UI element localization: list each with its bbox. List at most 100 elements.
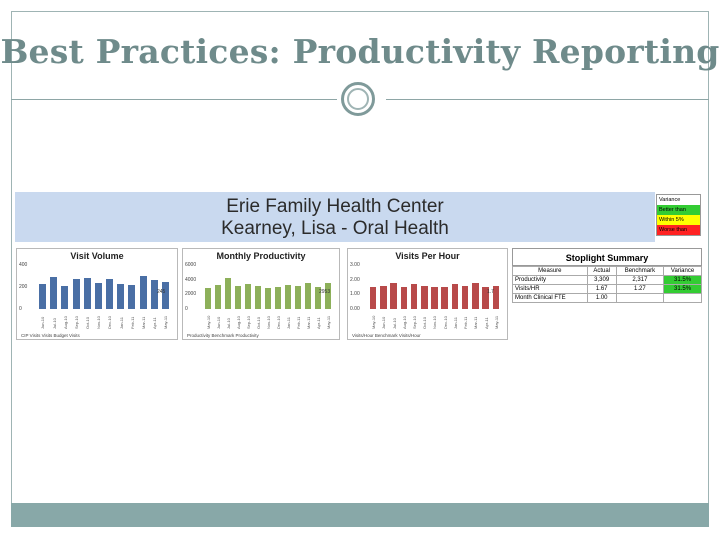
productivity-annotation: 2953 [319, 289, 331, 296]
visits-per-hour-xlabel: Mar-11 [473, 316, 479, 329]
legend-item: Variance [657, 195, 700, 205]
footer-band [11, 503, 709, 527]
visits-per-hour-bar [431, 287, 438, 309]
stoplight-row: Visits/HR 1.67 1.27 31.5% [512, 284, 702, 294]
dashboard-header: Erie Family Health Center Kearney, Lisa … [15, 192, 655, 242]
productivity-bar [294, 286, 302, 309]
productivity-xlabel: Feb-11 [296, 316, 301, 329]
stoplight-row: Productivity 3,309 2,317 31.5% [512, 275, 702, 285]
visit-volume-bar [117, 283, 125, 309]
visit-volume-bar [94, 282, 102, 309]
visit-volume-bar [139, 276, 147, 309]
provider-name: Kearney, Lisa - Oral Health [221, 218, 449, 239]
stoplight-cell: 1.67 [586, 284, 617, 294]
visits-per-hour-bar [410, 284, 418, 309]
visit-volume-xlabel: Jul-10 [51, 318, 57, 329]
stoplight-cell: 31.5% [663, 284, 702, 294]
legend-item: Within 5% [657, 215, 700, 225]
visits-per-hour-xlabel: May-11 [493, 315, 499, 329]
productivity-xlabel: Dec-10 [276, 316, 281, 329]
title-divider-right [386, 99, 709, 100]
clinic-name: Erie Family Health Center [226, 196, 444, 217]
visits-per-hour-xlabel: Jun-10 [381, 316, 387, 329]
visit-volume-bar [39, 283, 47, 309]
visits-per-hour-bar [441, 287, 448, 309]
visits-per-hour-bar [390, 282, 397, 309]
monthly-productivity-title: Monthly Productivity [216, 251, 306, 261]
visits-per-hour-xlabel: May-10 [371, 315, 377, 329]
productivity-xlabel: Jan-11 [286, 317, 291, 329]
productivity-xlabel: May-11 [326, 315, 331, 329]
visit-volume-bar [161, 281, 169, 309]
productivity-bar [224, 278, 232, 309]
stoplight-cell: Visits/HR [512, 284, 588, 294]
productivity-bar [244, 284, 252, 309]
visit-volume-ytick: 400 [19, 262, 28, 268]
legend-item: Worse than [657, 225, 700, 235]
visits-per-hour-xlabel: Dec-10 [442, 316, 448, 329]
visits-per-hour-ytick: 3.00 [350, 262, 360, 268]
stoplight-cell: 1.27 [615, 284, 665, 294]
productivity-bar [264, 287, 272, 309]
visit-volume-bar [106, 279, 114, 309]
visit-volume-bar [150, 280, 158, 309]
stoplight-header-cell: Measure [512, 266, 588, 276]
productivity-xlabel: May-10 [206, 315, 211, 329]
visit-volume-xlabel: Dec-10 [107, 316, 113, 329]
productivity-xlabel: Oct-10 [256, 316, 261, 329]
dashboard-image: Erie Family Health Center Kearney, Lisa … [15, 192, 703, 344]
visit-volume-bar [50, 277, 58, 309]
productivity-xlabel: Aug-10 [236, 316, 241, 329]
visits-per-hour-bar [461, 285, 469, 309]
productivity-bar [324, 283, 332, 309]
visits-per-hour-annotation: 1.7 [487, 289, 494, 296]
visit-volume-xlabel: Aug-10 [62, 316, 68, 329]
productivity-bar [284, 284, 292, 309]
stoplight-summary: Stoplight Summary Measure Actual Benchmark… [512, 248, 702, 303]
stoplight-header-cell: Variance [663, 266, 702, 276]
productivity-ytick: 6000 [185, 262, 197, 268]
visit-volume-bar [72, 279, 80, 309]
visit-volume-xlabel: Sep-10 [73, 316, 79, 329]
stoplight-cell: 31.5% [663, 275, 702, 285]
visits-per-hour-xlabel: Jul-10 [391, 318, 397, 329]
productivity-bar [204, 287, 212, 309]
visit-volume-xlabel: Nov-10 [96, 316, 102, 329]
visit-volume-bar [128, 284, 136, 309]
productivity-ytick: 4000 [185, 276, 197, 283]
visit-volume-xlabel: May-11 [163, 315, 169, 329]
visit-volume-bar [61, 285, 69, 309]
visits-per-hour-title: Visits Per Hour [395, 251, 460, 261]
visits-per-hour-xlabel: Aug-10 [401, 316, 407, 329]
circle-ornament-icon [341, 82, 375, 116]
stoplight-table: Measure Actual Benchmark Variance Productivi… [512, 266, 702, 303]
productivity-bar [314, 287, 322, 309]
visit-volume-xlabel: Jun-10 [40, 316, 46, 329]
productivity-xlabel: Jul-10 [226, 318, 231, 329]
visit-volume-xlabel: Mar-11 [140, 316, 146, 329]
stoplight-row: Month Clinical FTE 1.00 [512, 293, 702, 303]
visit-volume-xlabel: Jan-11 [118, 317, 124, 329]
visits-per-hour-xlabel: Jan-11 [452, 317, 458, 329]
visits-per-hour-bar [369, 287, 377, 309]
legend-item: Better than [657, 205, 700, 215]
slide-title: Best Practices: Productivity Reporting [0, 32, 720, 71]
productivity-bar [254, 285, 262, 309]
visits-per-hour-bar [472, 282, 479, 309]
title-divider-left [11, 99, 337, 100]
visit-volume-xlabel: Apr-11 [152, 317, 158, 329]
monthly-productivity-chart: Monthly Productivity 6000 4000 2000 0 May-10… [182, 248, 340, 340]
productivity-bar [214, 284, 222, 309]
visits-per-hour-bar [492, 285, 500, 309]
stoplight-cell [615, 293, 665, 303]
productivity-bar [304, 282, 312, 309]
visits-per-hour-xlabel: Feb-11 [463, 316, 469, 329]
productivity-ytick: 0 [185, 306, 188, 312]
visits-per-hour-bar [400, 287, 408, 309]
productivity-xlabel: Mar-11 [306, 316, 311, 329]
visits-per-hour-bar [482, 287, 489, 309]
productivity-legend: Productivity Benchmark Productivity [187, 333, 259, 338]
visit-volume-xlabel: Oct-10 [85, 316, 91, 329]
visits-per-hour-xlabel: Sep-10 [411, 316, 417, 329]
productivity-xlabel: Nov-10 [266, 316, 271, 329]
